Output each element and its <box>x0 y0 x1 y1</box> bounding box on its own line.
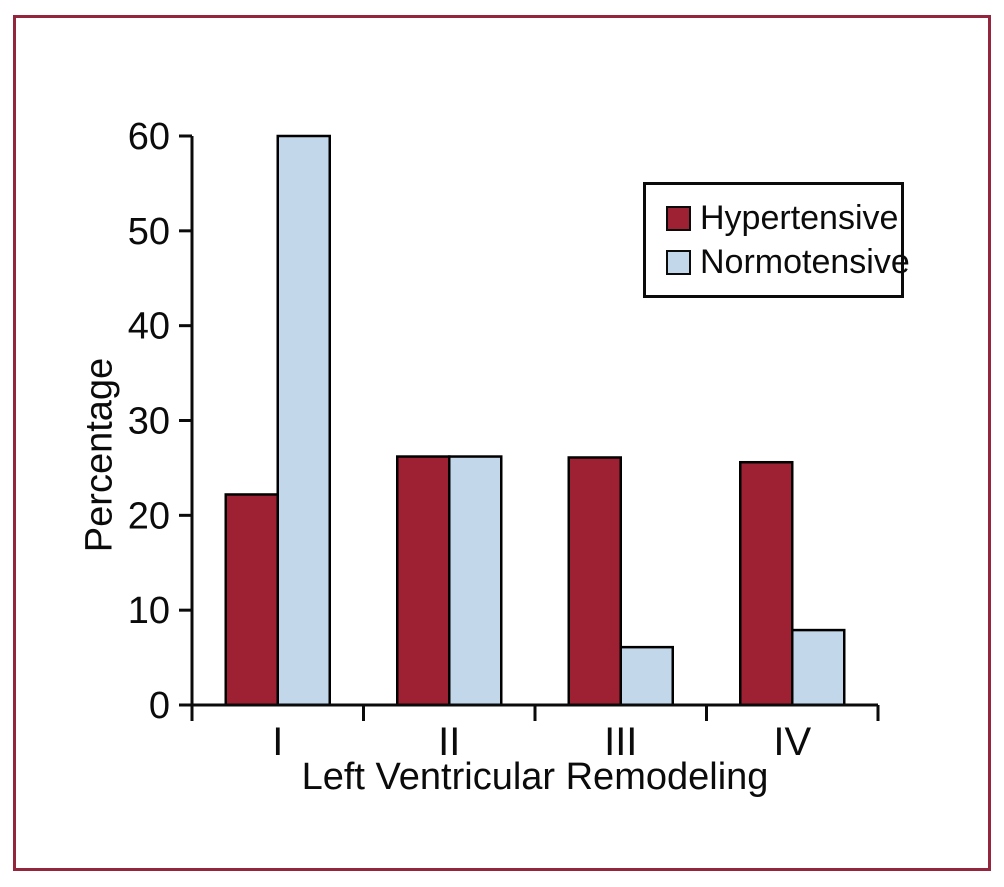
bar-normotensive-IV <box>791 628 846 707</box>
normotensive-swatch-icon <box>666 249 691 275</box>
bar-hypertensive-IV <box>739 460 794 707</box>
y-tick-label: 20 <box>128 495 170 537</box>
legend-label-normotensive: Normotensive <box>700 243 910 281</box>
bar-hypertensive-I <box>224 493 279 707</box>
legend-item-hypertensive: Hypertensive <box>666 201 901 235</box>
bar-hypertensive-III <box>567 456 622 707</box>
bar-normotensive-III <box>619 645 674 707</box>
legend: Hypertensive Normotensive <box>643 182 910 298</box>
y-tick-label: 0 <box>149 685 170 727</box>
bar-normotensive-I <box>276 134 331 707</box>
y-tick-label: 40 <box>128 306 170 348</box>
x-axis-title: Left Ventricular Remodeling <box>301 756 769 798</box>
y-tick-label: 50 <box>128 211 170 253</box>
category-label-IV: IV <box>773 720 811 764</box>
category-label-I: I <box>272 720 283 764</box>
y-axis-title: Percentage <box>78 357 121 553</box>
category-label-II: II <box>438 720 460 764</box>
legend-label-hypertensive: Hypertensive <box>700 199 899 237</box>
y-tick-label: 30 <box>128 401 170 443</box>
category-label-III: III <box>604 720 637 764</box>
hypertensive-swatch-icon <box>666 205 691 231</box>
bar-normotensive-II <box>448 455 503 707</box>
y-tick-label: 10 <box>128 590 170 632</box>
bar-hypertensive-II <box>396 455 451 707</box>
legend-item-normotensive: Normotensive <box>666 245 910 279</box>
y-tick-label: 60 <box>128 116 170 158</box>
